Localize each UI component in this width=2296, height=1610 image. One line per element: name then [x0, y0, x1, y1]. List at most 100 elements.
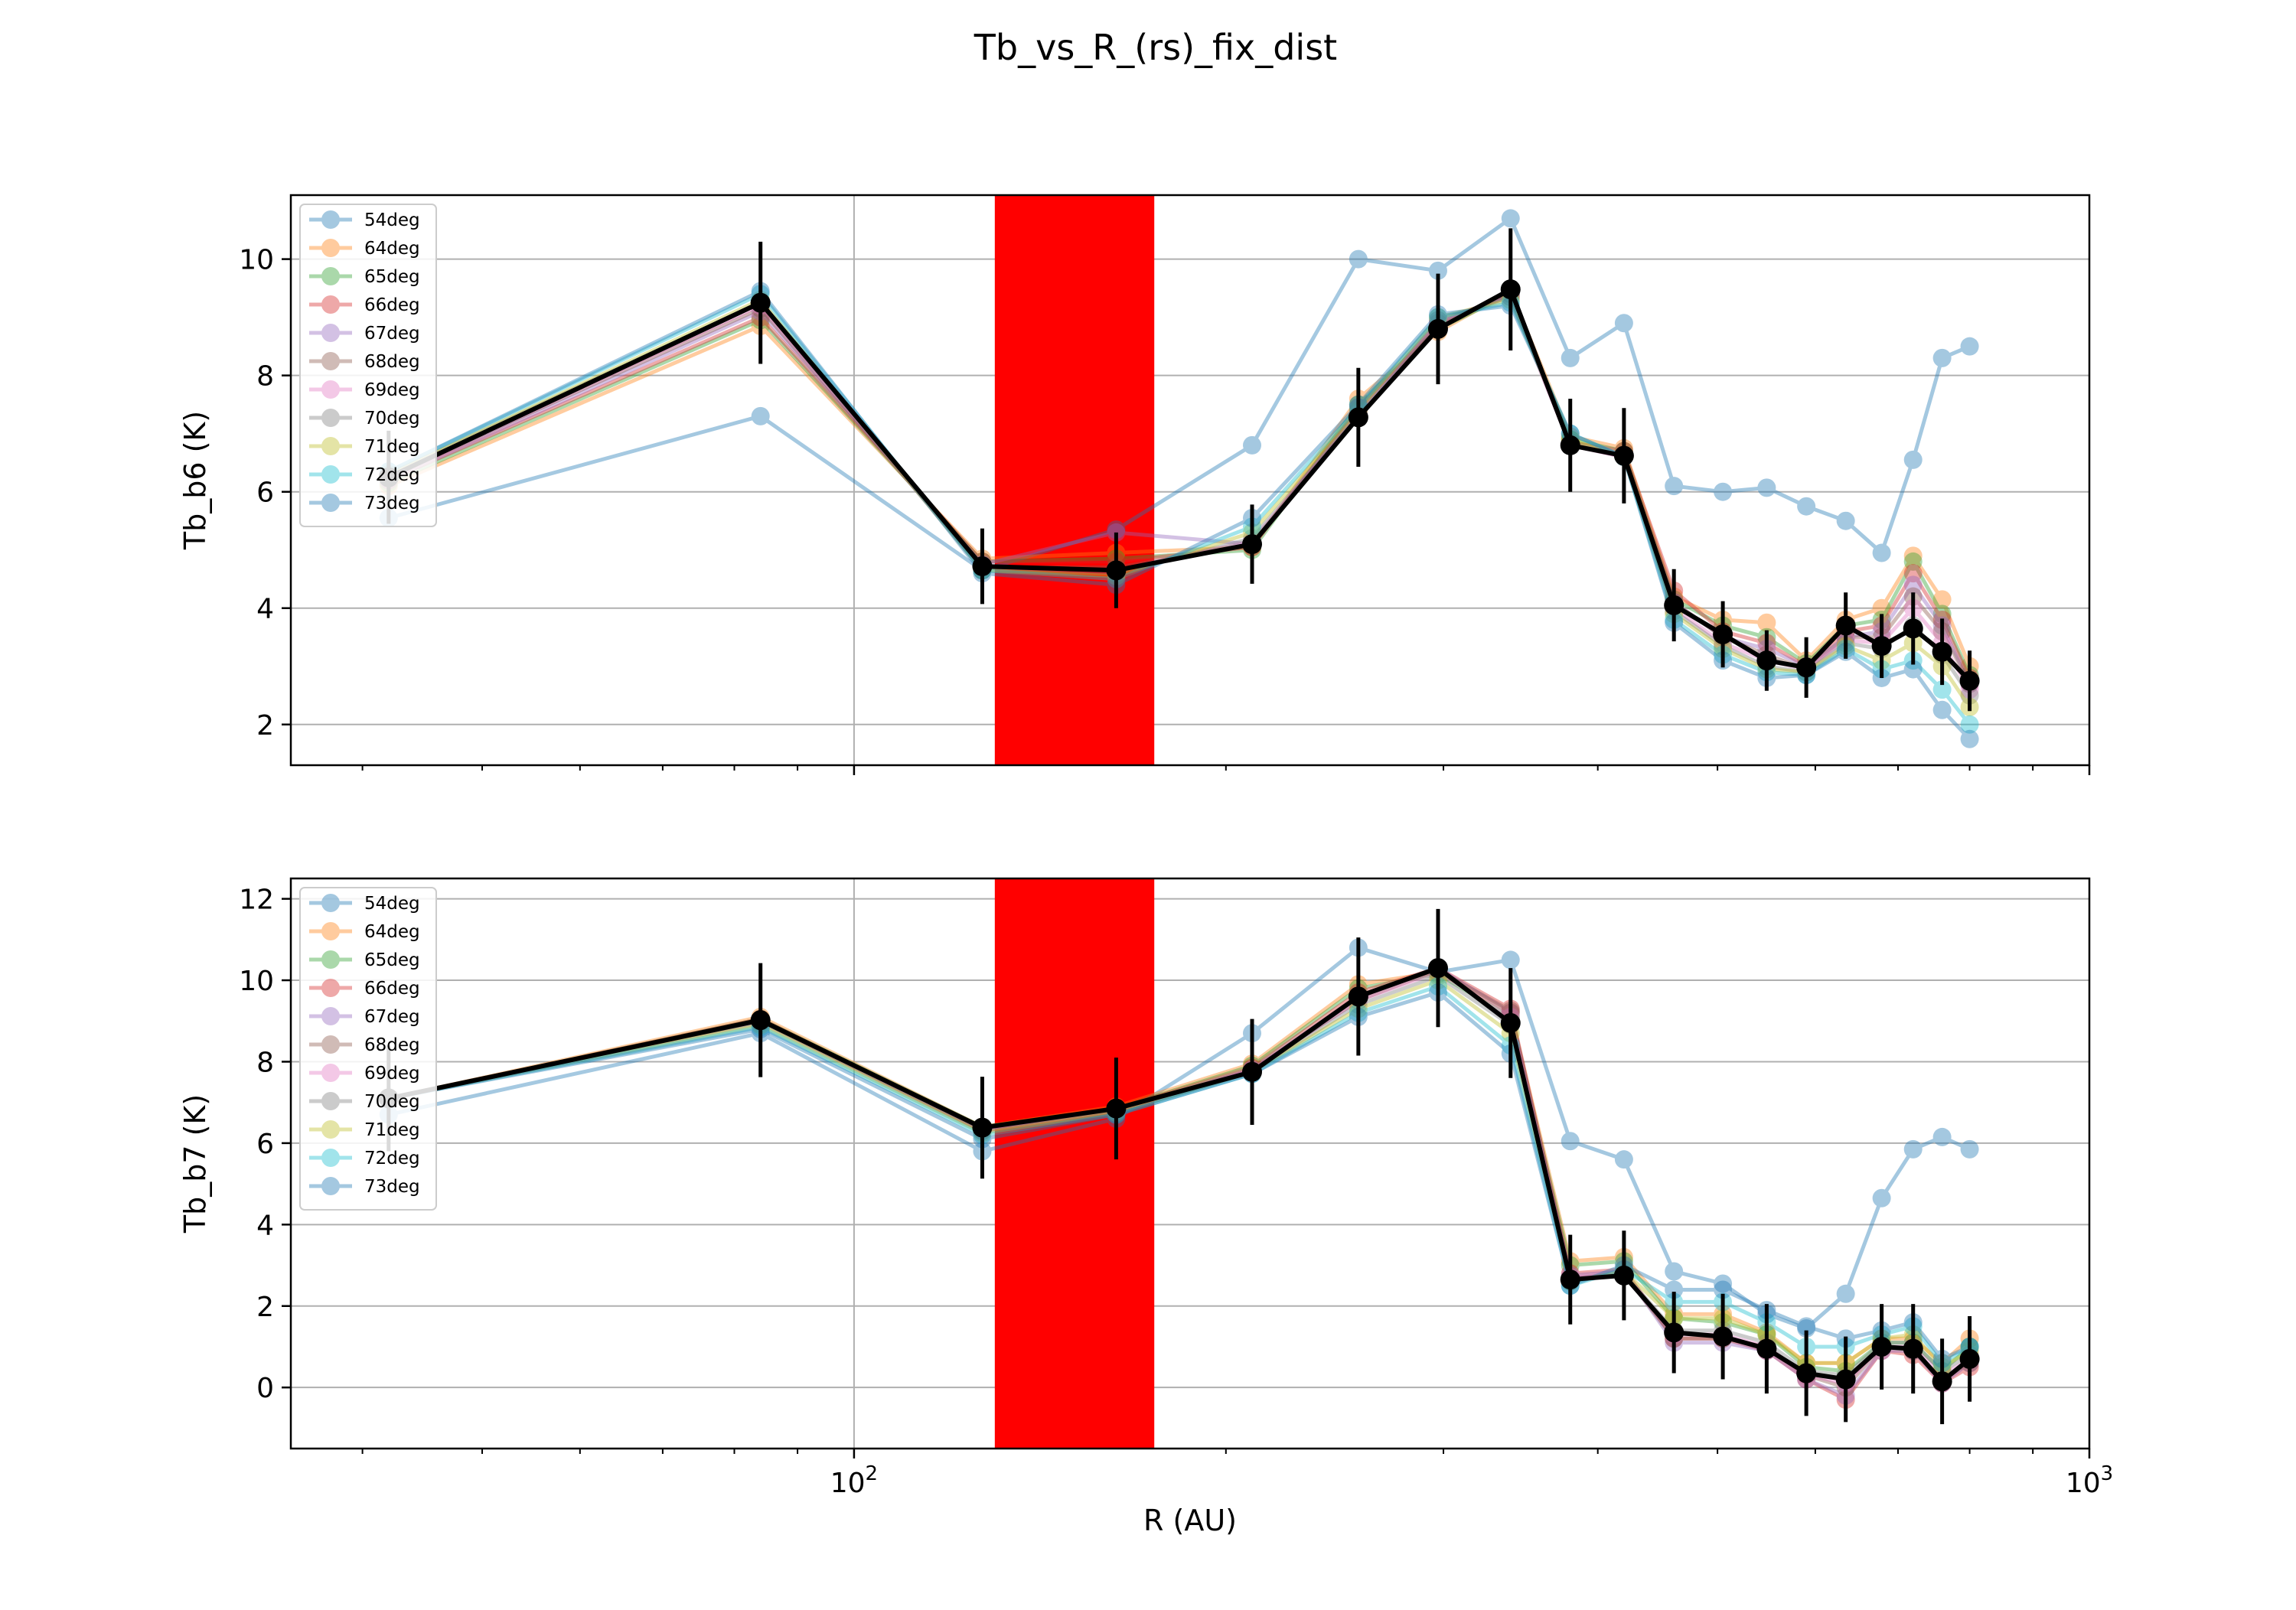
data-point [1349, 249, 1368, 269]
data-point [1836, 1284, 1855, 1303]
legend-label: 69deg [364, 380, 420, 400]
mean-point [972, 1117, 993, 1138]
legend-label: 54deg [364, 210, 420, 230]
legend-swatch [309, 1007, 352, 1025]
mean-point [1756, 1338, 1777, 1359]
data-point [1903, 564, 1923, 583]
data-point [1714, 482, 1733, 501]
data-point [1932, 680, 1952, 699]
data-point [1757, 478, 1776, 497]
legend-swatch [309, 380, 352, 399]
data-point [1903, 552, 1923, 571]
legend-swatch [309, 1035, 352, 1054]
data-point [1665, 1280, 1684, 1299]
data-point [1932, 700, 1952, 719]
mean-point [1871, 636, 1892, 657]
legend-swatch [309, 1149, 352, 1167]
legend-item: 66deg [309, 979, 420, 999]
panel-bottom: 0 2 4 6 8 10 12 102 103 Tb_b7 (K) 54deg 64deg 65deg 6… [178, 877, 2113, 1499]
data-point [1903, 546, 1923, 565]
legend-label: 64deg [364, 239, 420, 259]
legend-label: 65deg [364, 950, 420, 970]
data-point [1903, 1139, 1923, 1159]
figure-title: Tb_vs_R_(rs)_fix_dist [974, 27, 1337, 68]
mean-point [1959, 670, 1980, 691]
data-point [1903, 575, 1923, 595]
legend-swatch-marker [321, 1092, 340, 1110]
mean-point [1500, 279, 1521, 300]
data-point [1243, 435, 1262, 455]
legend-swatch-marker [321, 1177, 340, 1195]
axes-frame [289, 877, 2091, 1450]
legend-swatch [309, 239, 352, 257]
y-tick-label: 12 [239, 885, 274, 916]
legend-swatch [309, 922, 352, 940]
legend-item: 71deg [309, 437, 420, 457]
y-tick-label: 2 [256, 710, 274, 741]
mean-point [1903, 618, 1923, 639]
mean-point [1664, 1322, 1684, 1343]
legend-item: 67deg [309, 1007, 420, 1027]
mean-point [1835, 615, 1856, 636]
mean-point [1871, 1336, 1892, 1357]
data-point [1614, 1150, 1633, 1169]
legend-swatch-marker [321, 465, 340, 484]
legend-swatch-marker [321, 352, 340, 370]
legend-swatch-marker [321, 494, 340, 512]
legend-swatch [309, 465, 352, 484]
data-point [1561, 1132, 1580, 1151]
y-axis-label: Tb_b6 (K) [178, 411, 212, 550]
legend-item: 72deg [309, 1149, 420, 1168]
legend-label: 73deg [364, 494, 420, 513]
data-point [1561, 348, 1580, 367]
y-tick-label: 8 [256, 361, 274, 393]
legend-box [299, 887, 437, 1211]
legend-box [299, 204, 437, 527]
legend-item: 68deg [309, 1035, 420, 1055]
mean-point [1756, 650, 1777, 671]
legend-label: 71deg [364, 437, 420, 457]
data-point [1903, 450, 1923, 469]
data-point [1797, 1319, 1816, 1338]
data-point [1960, 1139, 1979, 1159]
mean-point [1106, 1098, 1127, 1119]
series-line [388, 215, 1971, 573]
legend-swatch [309, 894, 352, 912]
y-tick-label: 10 [239, 966, 274, 997]
legend-swatch-marker [321, 922, 340, 940]
mean-point [1242, 534, 1263, 555]
mean-point [1932, 641, 1952, 662]
mean-series [378, 228, 1980, 712]
legend-swatch [309, 1064, 352, 1082]
legend-swatch-marker [321, 894, 340, 912]
legend-label: 68deg [364, 352, 420, 372]
mean-point [1796, 1363, 1817, 1383]
legend-item: 66deg [309, 295, 420, 315]
legend-item: 64deg [309, 239, 420, 259]
legend-swatch [309, 437, 352, 455]
plot-area [378, 908, 1980, 1425]
shaded-span [994, 878, 1155, 1449]
data-point [1797, 1317, 1816, 1336]
legend-swatch [309, 267, 352, 285]
mean-point [972, 556, 993, 577]
y-tick-label: 10 [239, 245, 274, 276]
legend-swatch [309, 409, 352, 427]
legend-label: 66deg [364, 979, 420, 999]
legend-swatch [309, 494, 352, 512]
legend-label: 70deg [364, 1092, 420, 1112]
legend-item: 70deg [309, 409, 420, 429]
legend-swatch-marker [321, 409, 340, 427]
data-point [1932, 590, 1952, 609]
data-point [1714, 1274, 1733, 1293]
data-point [1428, 261, 1447, 280]
data-point [1932, 348, 1952, 367]
legend-label: 71deg [364, 1120, 420, 1140]
data-point [1960, 715, 1979, 734]
mean-point [1613, 1265, 1634, 1286]
axes-frame [289, 194, 2091, 767]
legend-item: 65deg [309, 267, 420, 287]
legend: 54deg 64deg 65deg 66deg 67deg 68deg 69deg 70deg… [299, 887, 437, 1211]
data-point [1665, 1262, 1684, 1281]
mean-point [1427, 318, 1448, 339]
